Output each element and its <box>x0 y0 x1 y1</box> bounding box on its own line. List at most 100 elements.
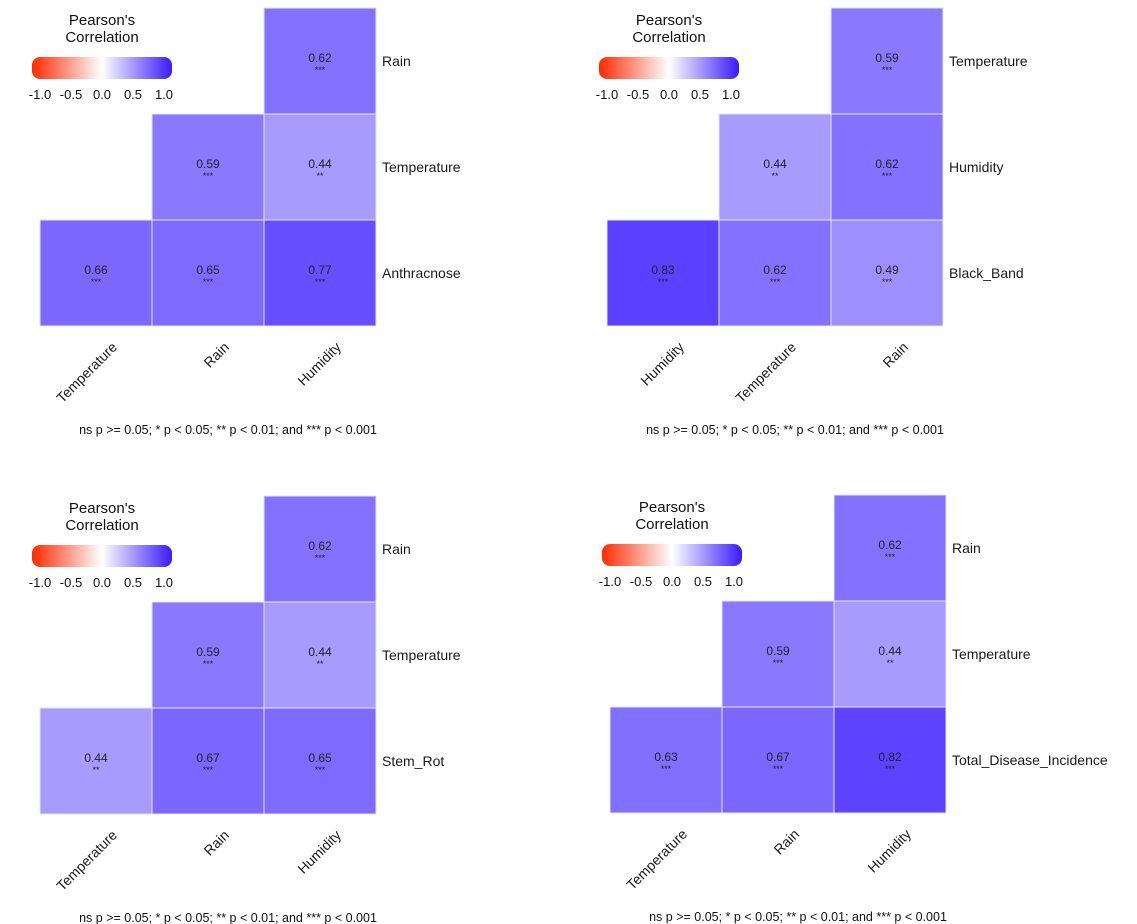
legend-tick-label: -0.5 <box>60 575 82 590</box>
legend-title-line2: Correlation <box>635 516 708 533</box>
legend-tick-label: -1.0 <box>599 574 621 589</box>
heatmap-panel-anthracnose: 0.62 *** 0.59 *** 0.44 ** 0.66 *** 0.65 *** 0.77 **… <box>0 0 560 450</box>
y-tick-label: Temperature <box>949 53 1028 69</box>
heatmap-anthracnose: 0.62***0.59***0.44**0.66***0.65***0.77**… <box>29 7 461 437</box>
heatmap-cell <box>151 601 265 709</box>
cell-significance-label: *** <box>661 764 672 774</box>
cell-value-label: 0.49 <box>875 263 899 277</box>
legend-tick-label: 1.0 <box>155 575 173 590</box>
heatmap-cell <box>609 706 723 814</box>
legend-colorbar <box>599 57 739 79</box>
legend-tick-label: -0.5 <box>627 87 649 102</box>
legend-title-line2: Correlation <box>632 29 705 46</box>
y-tick-label: Black_Band <box>949 265 1024 281</box>
cell-significance-label: *** <box>882 65 893 75</box>
significance-footnote: ns p >= 0.05; * p < 0.05; ** p < 0.01; a… <box>649 910 947 924</box>
y-tick-label: Temperature <box>952 646 1031 662</box>
legend-tick-label: 0.5 <box>124 87 142 102</box>
cell-significance-label: *** <box>203 171 214 181</box>
cell-significance-label: ** <box>771 171 779 181</box>
legend-tick-label: 0.0 <box>93 575 111 590</box>
y-tick-label: Anthracnose <box>382 265 461 281</box>
significance-footnote: ns p >= 0.05; * p < 0.05; ** p < 0.01; a… <box>646 423 944 437</box>
cell-significance-label: *** <box>882 171 893 181</box>
y-tick-label: Total_Disease_Incidence <box>952 752 1108 768</box>
cell-significance-label: *** <box>773 658 784 668</box>
heatmap-stem-rot: 0.62***0.59***0.44**0.44**0.67***0.65***… <box>29 495 461 924</box>
cell-significance-label: ** <box>92 765 100 775</box>
cell-value-label: 0.44 <box>878 644 902 658</box>
legend-tick-label: -1.0 <box>596 87 618 102</box>
y-tick-label: Temperature <box>382 647 461 663</box>
cell-value-label: 0.44 <box>308 157 332 171</box>
heatmap-cell <box>606 219 720 327</box>
cell-value-label: 0.82 <box>878 750 902 764</box>
cell-value-label: 0.77 <box>308 263 332 277</box>
heatmap-cell <box>721 706 835 814</box>
heatmap-cell <box>263 7 377 115</box>
legend-colorbar <box>32 57 172 79</box>
heatmap-cell <box>718 219 832 327</box>
legend-tick-label: 1.0 <box>725 574 743 589</box>
cell-significance-label: *** <box>770 277 781 287</box>
cell-value-label: 0.67 <box>766 750 790 764</box>
cell-significance-label: *** <box>203 659 214 669</box>
cell-significance-label: *** <box>885 764 896 774</box>
heatmap-cell <box>39 707 153 815</box>
legend-title-line2: Correlation <box>65 29 138 46</box>
heatmap-cell <box>833 600 947 708</box>
heatmap-cell <box>830 113 944 221</box>
significance-footnote: ns p >= 0.05; * p < 0.05; ** p < 0.01; a… <box>79 423 377 437</box>
heatmap-cell <box>263 707 377 815</box>
cell-value-label: 0.63 <box>654 750 678 764</box>
cell-value-label: 0.44 <box>308 645 332 659</box>
legend-title-line1: Pearson's <box>69 500 135 517</box>
cell-significance-label: *** <box>203 765 214 775</box>
x-tick-label: Rain <box>770 826 802 858</box>
heatmap-black-band: 0.59***0.44**0.62***0.83***0.62***0.49**… <box>596 7 1028 437</box>
heatmap-cell <box>263 601 377 709</box>
heatmap-cell <box>151 707 265 815</box>
cell-significance-label: *** <box>91 277 102 287</box>
cell-significance-label: *** <box>658 277 669 287</box>
heatmap-panel-black-band: 0.59 *** 0.44 ** 0.62 *** 0.83 *** 0.62 *** 0.49 **… <box>0 0 1137 450</box>
legend-tick-label: 0.0 <box>93 87 111 102</box>
legend-title-line1: Pearson's <box>639 499 705 516</box>
cell-value-label: 0.59 <box>196 645 220 659</box>
y-tick-label: Stem_Rot <box>382 753 444 769</box>
cell-significance-label: *** <box>315 277 326 287</box>
legend-tick-label: 0.5 <box>691 87 709 102</box>
cell-value-label: 0.62 <box>763 263 787 277</box>
legend-title-line1: Pearson's <box>69 12 135 29</box>
cell-value-label: 0.44 <box>84 751 108 765</box>
cell-value-label: 0.65 <box>308 751 332 765</box>
legend-tick-label: 0.0 <box>660 87 678 102</box>
cell-significance-label: *** <box>773 764 784 774</box>
significance-footnote: ns p >= 0.05; * p < 0.05; ** p < 0.01; a… <box>79 911 377 924</box>
cell-value-label: 0.66 <box>84 263 108 277</box>
legend-tick-label: 0.0 <box>663 574 681 589</box>
heatmap-cell <box>830 7 944 115</box>
heatmap-cell <box>833 706 947 814</box>
legend-title-line2: Correlation <box>65 517 138 534</box>
cell-value-label: 0.83 <box>651 263 675 277</box>
heatmap-panel-stem-rot: 0.62 *** 0.59 *** 0.44 ** 0.44 ** 0.67 *** 0.65 ***… <box>0 0 560 924</box>
heatmap-cell <box>263 219 377 327</box>
cell-significance-label: *** <box>882 277 893 287</box>
heatmap-cell <box>39 219 153 327</box>
legend-tick-label: -0.5 <box>60 87 82 102</box>
cell-significance-label: *** <box>203 277 214 287</box>
cell-significance-label: ** <box>316 659 324 669</box>
cell-significance-label: *** <box>315 553 326 563</box>
cell-significance-label: *** <box>315 65 326 75</box>
legend-tick-label: 0.5 <box>124 575 142 590</box>
cell-significance-label: *** <box>885 552 896 562</box>
legend-colorbar <box>602 544 742 566</box>
y-tick-label: Rain <box>952 540 981 556</box>
cell-value-label: 0.62 <box>308 51 332 65</box>
cell-value-label: 0.59 <box>766 644 790 658</box>
y-tick-label: Humidity <box>949 159 1003 175</box>
legend-colorbar <box>32 545 172 567</box>
